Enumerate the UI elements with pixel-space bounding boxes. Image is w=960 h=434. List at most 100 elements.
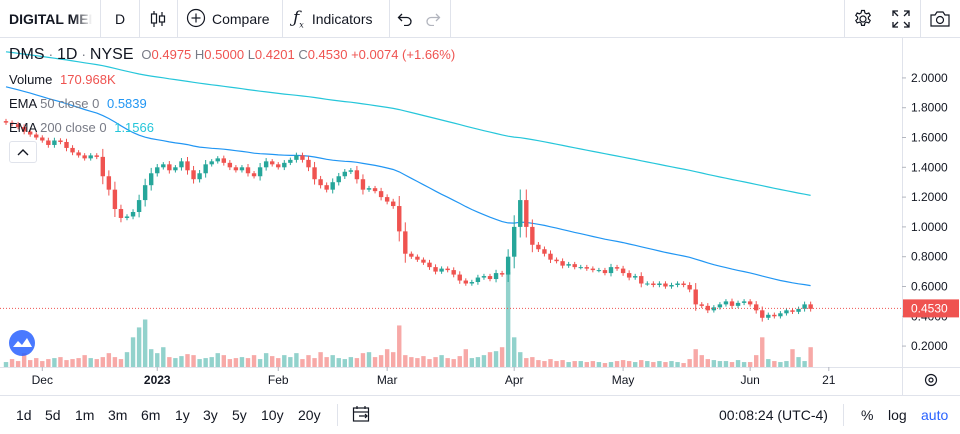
volume-bar [155,353,160,367]
candle-body [167,164,172,171]
candle-body [52,140,57,145]
volume-bar [52,358,57,367]
axis-settings-button[interactable] [924,373,938,387]
candle-body [372,188,378,192]
compare-button[interactable]: Compare [178,0,282,38]
volume-legend[interactable]: Volume 170.968K [9,72,116,87]
volume-bar [693,349,698,367]
range-1d[interactable]: 1d [16,396,32,434]
price-tick-label: 1.0000 [911,220,948,234]
candle-body [88,155,93,159]
candle-body [784,310,789,314]
volume-bar [239,357,245,367]
candle-body [112,189,118,210]
volume-bar [808,347,813,367]
collapse-legend-button[interactable] [9,141,37,163]
volume-bar [705,359,710,367]
compare-label: Compare [212,11,270,27]
percent-toggle[interactable]: % [861,396,873,434]
goto-date-button[interactable] [352,396,372,434]
volume-bar [15,361,21,367]
undo-button[interactable] [392,0,418,38]
chart-area[interactable]: 2.0000 1.8000 1.6000 1.4000 1.2000 1.0000 0.80… [0,38,960,395]
volume-bar [215,353,220,367]
candle-body [142,185,148,201]
candle-body [173,167,178,171]
candle-body [46,140,51,145]
range-label: 1d [16,407,32,423]
interval-label: D [114,11,126,27]
candle-body [415,256,420,260]
candle-body [572,264,577,268]
auto-toggle[interactable]: auto [921,396,948,434]
candle-body [772,314,777,317]
divider [920,0,921,38]
range-5d[interactable]: 5d [45,396,61,434]
candle-body [263,161,269,168]
divider [282,0,283,38]
time-tick-label: Feb [268,373,289,387]
legend-ticker: DMS [9,46,45,63]
symbol-search[interactable]: DIGITAL MEDIA SOLUTIONS [0,0,92,38]
candle-body [796,308,801,312]
volume-bar [366,352,372,367]
candle-body [548,253,553,260]
ema200-legend[interactable]: EMA 200 close 0 1.1566 [9,120,154,135]
candle-body [391,201,396,207]
range-20y[interactable]: 20y [298,396,321,434]
range-3y[interactable]: 3y [203,396,218,434]
candle-body [614,267,620,269]
candle-body [681,283,686,285]
volume-bar [620,360,626,367]
range-1y[interactable]: 1y [175,396,190,434]
volume-bar [560,360,565,367]
redo-button[interactable] [420,0,446,38]
candle-body [360,179,366,190]
clock[interactable]: 00:08:24 (UTC-4) [719,396,828,434]
candle-body [536,244,541,250]
candle-body [711,307,717,311]
settings-button[interactable] [850,0,876,38]
volume-bar [130,337,136,367]
candle-body [651,283,656,285]
ema50-legend[interactable]: EMA 50 close 0 0.5839 [9,96,147,111]
volume-bar [40,361,45,367]
volume-bar [118,359,124,367]
divider [139,0,140,38]
volume-bar [64,360,69,367]
range-5y[interactable]: 5y [232,396,247,434]
volume-bar [505,272,511,367]
log-toggle[interactable]: log [888,396,907,434]
volume-bar [142,319,148,367]
volume-bar [221,355,226,367]
volume-bar [46,359,51,367]
range-6m[interactable]: 6m [141,396,160,434]
snapshot-button[interactable] [926,0,954,38]
time-tick-label: Apr [505,373,524,387]
volume-bar [439,355,444,367]
candle-body [312,167,317,180]
candle-body [348,170,354,172]
range-1m[interactable]: 1m [75,396,94,434]
indicators-button[interactable]: ƒx Indicators [283,0,389,38]
fullscreen-button[interactable] [888,0,914,38]
candle-body [233,167,239,171]
time-axis[interactable]: Dec 2023 Feb Mar Apr May Jun 21 [32,367,836,387]
candle-body [209,161,214,165]
interval-button[interactable]: D [101,0,139,38]
price-chart[interactable]: 2.0000 1.8000 1.6000 1.4000 1.2000 1.0000 0.80… [0,38,960,395]
chart-style-button[interactable] [140,0,176,38]
volume-bar [572,361,577,367]
divider [177,0,178,38]
range-label: 3y [203,407,218,423]
top-toolbar: DIGITAL MEDIA SOLUTIONS D Compare ƒx Ind… [0,0,960,38]
candle-body [439,268,444,272]
candle-body [28,131,33,135]
range-10y[interactable]: 10y [261,396,284,434]
range-3m[interactable]: 3m [108,396,127,434]
volume-bar [257,359,263,367]
candle-body [645,283,650,285]
volume-bar [651,362,656,367]
open-value: 0.4975 [151,47,192,62]
volume-bar [76,358,81,367]
